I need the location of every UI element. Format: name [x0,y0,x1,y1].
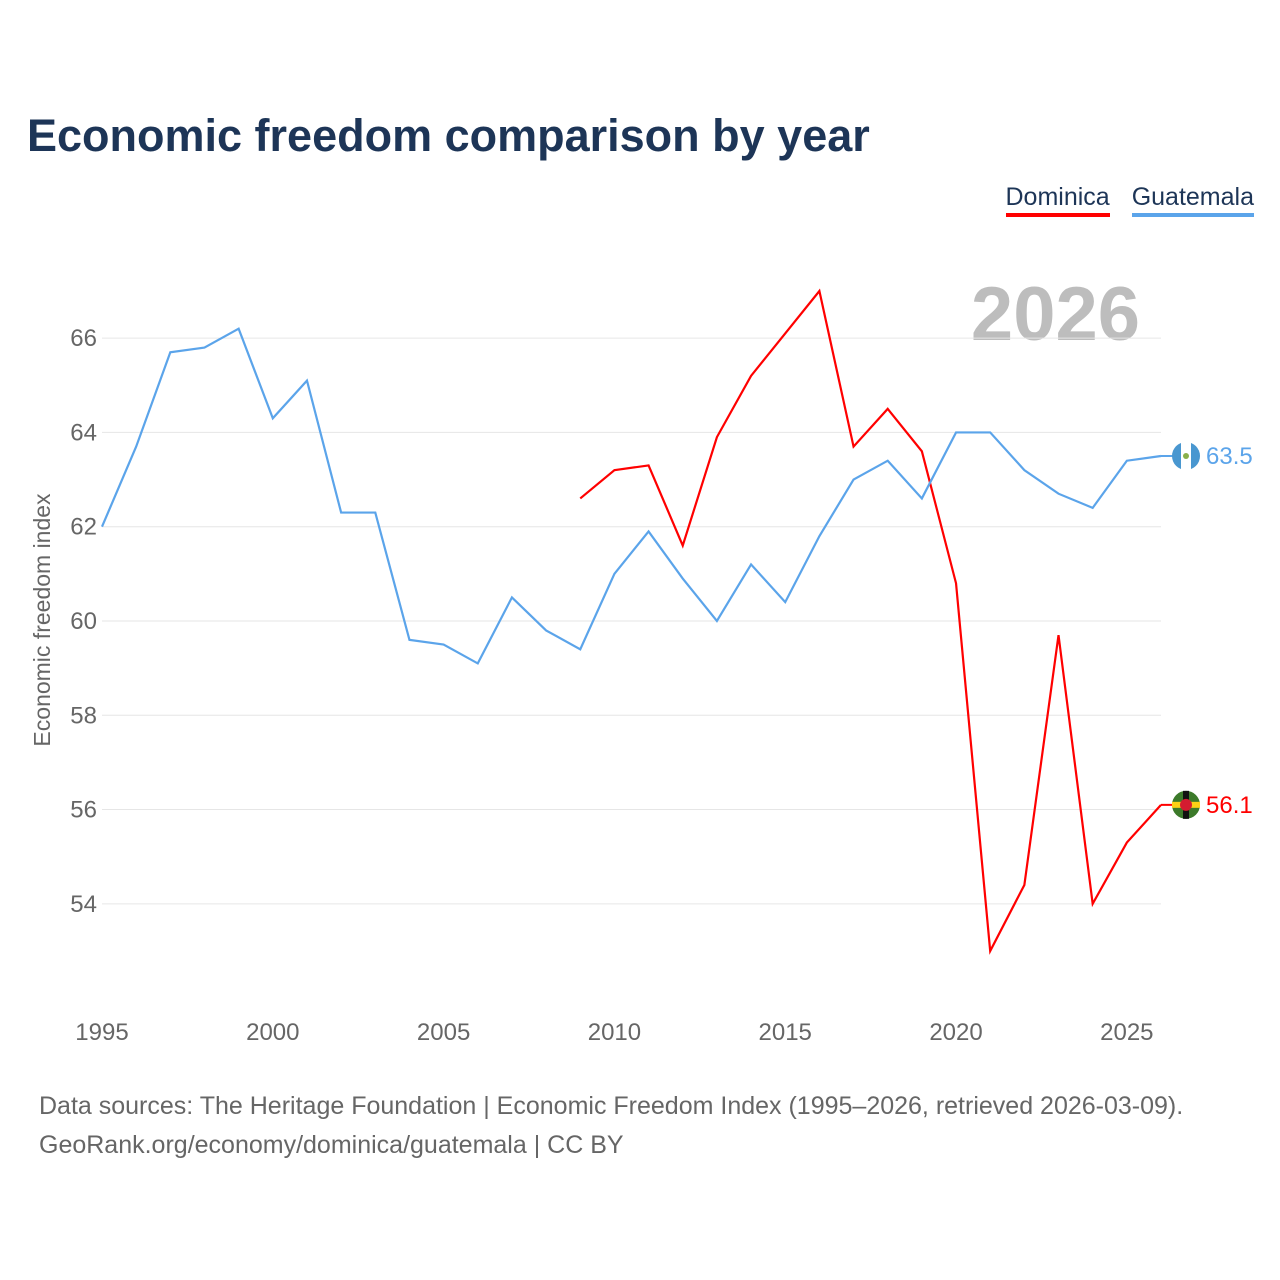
source-line-1: Data sources: The Heritage Foundation | … [39,1092,1184,1120]
x-tick-label: 2020 [929,1019,982,1046]
x-tick-label: 1995 [75,1019,128,1046]
x-tick-label: 2015 [759,1019,812,1046]
legend: Dominica Guatemala [1005,183,1254,217]
end-value-label: 56.1 [1206,792,1253,819]
x-tick-label: 2010 [588,1019,641,1046]
y-tick-label: 60 [70,608,97,635]
y-tick-label: 58 [70,702,97,729]
x-tick-label: 2000 [246,1019,299,1046]
source-note: Data sources: The Heritage Foundation | … [39,1087,1183,1165]
legend-guatemala[interactable]: Guatemala [1131,183,1254,217]
y-tick-label: 54 [70,891,97,918]
flag-disc [1180,798,1192,811]
year-watermark: 2026 [971,272,1140,357]
chart-title: Economic freedom comparison by year [27,110,870,161]
series-line-guatemala [100,327,1162,665]
series-line-dominica [579,288,1162,955]
y-tick-label: 64 [70,419,97,446]
y-tick-label: 62 [70,514,97,541]
x-tick-label: 2005 [417,1019,470,1046]
y-tick-label: 66 [70,325,97,352]
x-tick-label: 2025 [1100,1019,1153,1046]
legend-dominica[interactable]: Dominica [1005,183,1110,217]
flag-emblem [1183,453,1189,460]
y-axis-label: Economic freedom index [29,493,55,747]
y-tick-label: 56 [70,797,97,824]
source-line-2[interactable]: GeoRank.org/economy/dominica/guatemala |… [39,1131,624,1159]
end-value-label: 63.5 [1206,443,1253,470]
